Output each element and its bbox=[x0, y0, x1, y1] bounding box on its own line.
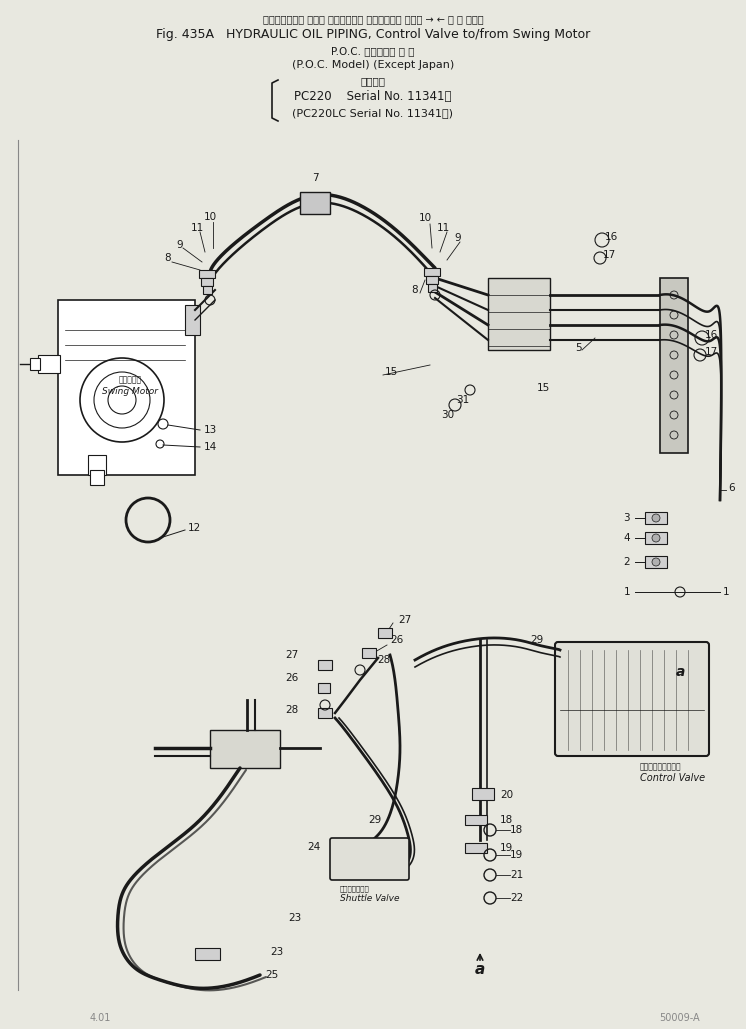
Bar bbox=[195, 948, 220, 960]
Text: 1: 1 bbox=[723, 587, 730, 597]
Text: 21: 21 bbox=[510, 870, 523, 880]
Text: 26: 26 bbox=[390, 635, 404, 645]
Bar bbox=[645, 512, 667, 524]
Text: 19: 19 bbox=[510, 850, 523, 860]
Text: Control Valve: Control Valve bbox=[640, 773, 705, 783]
Text: 18: 18 bbox=[510, 825, 523, 835]
Bar bbox=[203, 286, 212, 294]
Bar bbox=[472, 788, 494, 800]
Text: 17: 17 bbox=[603, 250, 616, 260]
Text: 15: 15 bbox=[385, 367, 398, 377]
Bar bbox=[488, 278, 550, 350]
Bar bbox=[426, 276, 438, 284]
Bar bbox=[88, 455, 106, 475]
Text: 3: 3 bbox=[624, 513, 630, 523]
Text: 19: 19 bbox=[500, 843, 513, 853]
Bar bbox=[38, 355, 60, 372]
Text: 23: 23 bbox=[270, 947, 283, 957]
Text: 8: 8 bbox=[165, 253, 172, 263]
Text: 5: 5 bbox=[574, 343, 581, 353]
Text: 10: 10 bbox=[419, 213, 432, 223]
Text: a: a bbox=[675, 665, 685, 679]
Text: コントロールバルブ: コントロールバルブ bbox=[640, 762, 682, 771]
Bar bbox=[378, 628, 392, 638]
Text: 27: 27 bbox=[285, 650, 298, 660]
Bar bbox=[318, 660, 332, 670]
Bar bbox=[645, 556, 667, 568]
FancyBboxPatch shape bbox=[555, 642, 709, 756]
Bar bbox=[201, 278, 213, 286]
Text: 24: 24 bbox=[307, 842, 320, 852]
Circle shape bbox=[652, 558, 660, 566]
Text: 17: 17 bbox=[705, 347, 718, 357]
Text: 11: 11 bbox=[190, 223, 204, 233]
Bar bbox=[318, 683, 330, 693]
Text: Shuttle Valve: Shuttle Valve bbox=[340, 894, 400, 903]
Bar bbox=[465, 843, 487, 853]
Text: 10: 10 bbox=[204, 212, 216, 222]
Text: P.O.C. 仕様　　海 外 向: P.O.C. 仕様 海 外 向 bbox=[331, 46, 415, 56]
Text: (P.O.C. Model) (Except Japan): (P.O.C. Model) (Except Japan) bbox=[292, 60, 454, 70]
Text: 通用号機: 通用号機 bbox=[360, 76, 386, 86]
Text: 16: 16 bbox=[605, 232, 618, 242]
Bar bbox=[185, 305, 200, 335]
Text: 16: 16 bbox=[705, 330, 718, 340]
Circle shape bbox=[652, 534, 660, 542]
Text: 4.01: 4.01 bbox=[90, 1013, 110, 1023]
Bar bbox=[90, 470, 104, 485]
Bar bbox=[645, 532, 667, 544]
Text: 20: 20 bbox=[500, 790, 513, 800]
Bar bbox=[660, 278, 688, 453]
Circle shape bbox=[652, 514, 660, 522]
Bar bbox=[362, 648, 376, 658]
Text: Swing Motor: Swing Motor bbox=[102, 388, 158, 396]
Text: 30: 30 bbox=[442, 410, 454, 420]
Text: 23: 23 bbox=[289, 913, 301, 923]
Text: 28: 28 bbox=[285, 705, 298, 715]
Text: (PC220LC Serial No. 11341～): (PC220LC Serial No. 11341～) bbox=[292, 108, 454, 118]
Text: 13: 13 bbox=[204, 425, 217, 435]
Text: 27: 27 bbox=[398, 615, 411, 625]
Bar bbox=[318, 708, 332, 718]
Text: 25: 25 bbox=[265, 970, 278, 980]
Text: 50009-A: 50009-A bbox=[659, 1013, 700, 1023]
Text: 4: 4 bbox=[624, 533, 630, 543]
Bar bbox=[300, 192, 330, 214]
Text: 22: 22 bbox=[510, 893, 523, 903]
Text: 29: 29 bbox=[368, 815, 381, 825]
Text: ハイドロリック オイル パイピング， コントロール バルブ → ← 旋 回 モータ: ハイドロリック オイル パイピング， コントロール バルブ → ← 旋 回 モー… bbox=[263, 14, 483, 24]
Text: 14: 14 bbox=[204, 442, 217, 452]
Text: PC220    Serial No. 11341～: PC220 Serial No. 11341～ bbox=[294, 90, 452, 103]
Text: 11: 11 bbox=[436, 223, 450, 233]
Text: a: a bbox=[475, 962, 485, 978]
Text: 9: 9 bbox=[177, 240, 184, 250]
Bar bbox=[30, 358, 40, 370]
Bar bbox=[199, 270, 215, 278]
FancyBboxPatch shape bbox=[330, 838, 409, 880]
Text: 6: 6 bbox=[728, 483, 735, 493]
Text: 1: 1 bbox=[624, 587, 630, 597]
Text: 29: 29 bbox=[530, 635, 543, 645]
Bar bbox=[210, 730, 280, 768]
Text: シャトルバルブ: シャトルバルブ bbox=[340, 885, 370, 891]
Text: 7: 7 bbox=[312, 173, 319, 183]
Text: 8: 8 bbox=[412, 285, 419, 295]
Text: Fig. 435A   HYDRAULIC OIL PIPING, Control Valve to/from Swing Motor: Fig. 435A HYDRAULIC OIL PIPING, Control … bbox=[156, 28, 590, 41]
Text: 9: 9 bbox=[455, 233, 461, 243]
Bar bbox=[424, 268, 440, 276]
Text: 28: 28 bbox=[377, 655, 390, 665]
Text: 26: 26 bbox=[285, 673, 298, 683]
Text: 2: 2 bbox=[624, 557, 630, 567]
Text: 18: 18 bbox=[500, 815, 513, 825]
Bar bbox=[58, 300, 195, 475]
Text: 31: 31 bbox=[457, 395, 470, 405]
Text: 旋回モータ: 旋回モータ bbox=[119, 376, 142, 385]
Bar bbox=[428, 284, 437, 292]
Text: 15: 15 bbox=[537, 383, 551, 393]
Bar bbox=[465, 815, 487, 825]
Text: 12: 12 bbox=[188, 523, 201, 533]
